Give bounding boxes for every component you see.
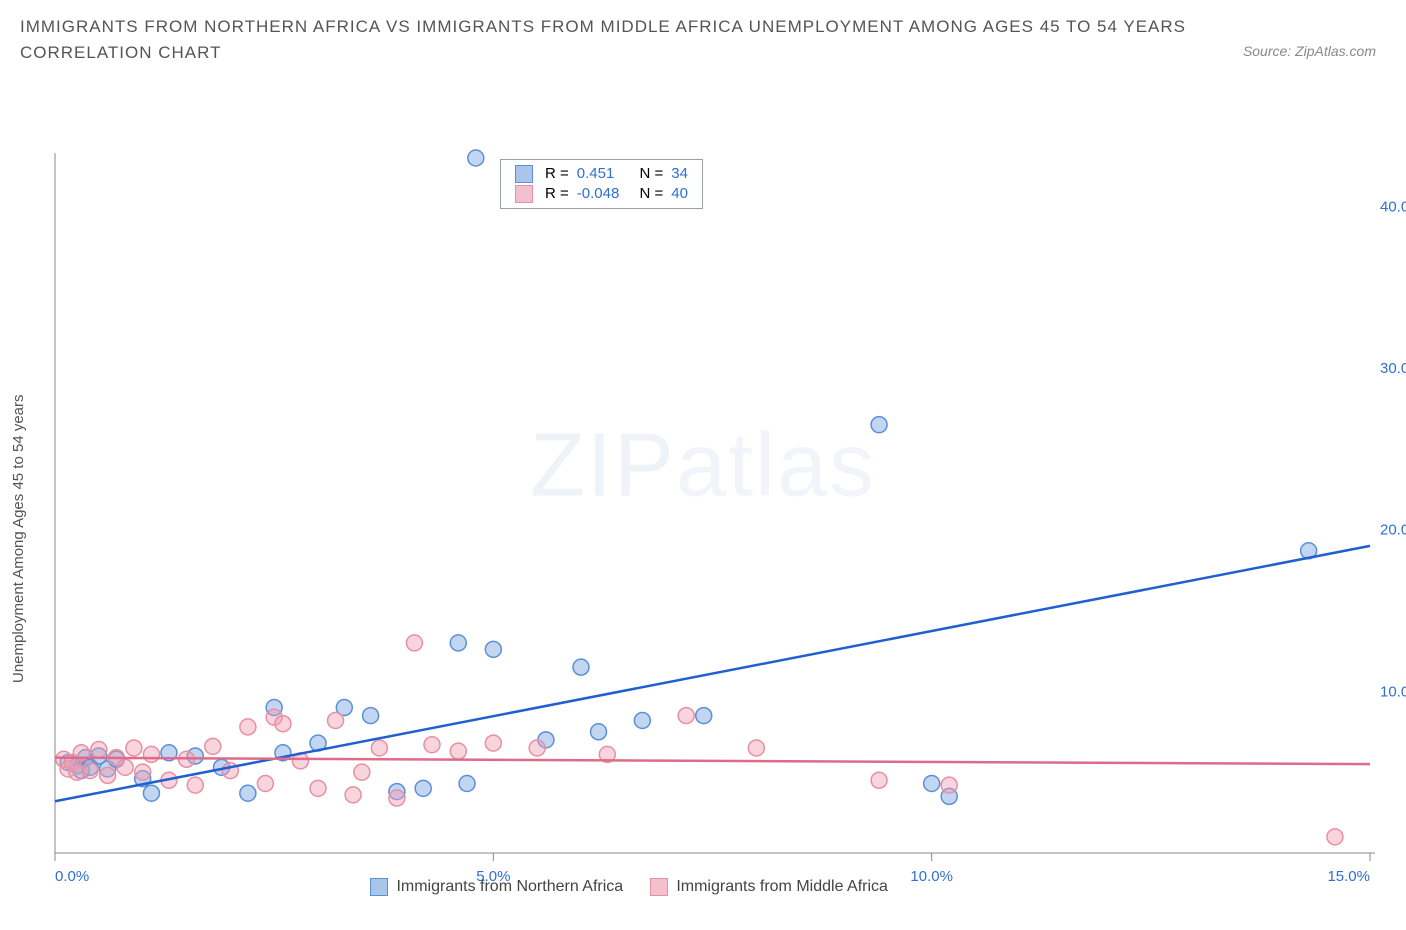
- svg-text:10.0%: 10.0%: [910, 868, 953, 885]
- svg-text:10.0%: 10.0%: [1380, 683, 1406, 700]
- y-axis-title: Unemployment Among Ages 45 to 54 years: [10, 394, 27, 683]
- svg-text:15.0%: 15.0%: [1327, 868, 1370, 885]
- swatch-middle: [515, 185, 533, 203]
- correlation-legend-box: R = 0.451 N = 34 R = -0.048 N = 40: [500, 159, 703, 209]
- svg-text:30.0%: 30.0%: [1380, 360, 1406, 377]
- swatch-northern: [515, 165, 533, 183]
- scatter-plot-svg: 0.0%5.0%10.0%15.0%10.0%20.0%30.0%40.0%: [0, 63, 1406, 903]
- svg-text:0.0%: 0.0%: [55, 868, 89, 885]
- legend-row-middle: R = -0.048 N = 40: [511, 184, 692, 204]
- series-label-northern: Immigrants from Northern Africa: [396, 878, 623, 895]
- r-value-northern: 0.451: [573, 164, 624, 184]
- r-value-middle: -0.048: [573, 184, 624, 204]
- series-legend: Immigrants from Northern Africa Immigran…: [370, 878, 888, 896]
- source-label: Source: ZipAtlas.com: [1243, 43, 1376, 59]
- r-label-1: R =: [541, 164, 573, 184]
- svg-text:20.0%: 20.0%: [1380, 521, 1406, 538]
- swatch-middle-bottom: [650, 878, 668, 896]
- swatch-northern-bottom: [370, 878, 388, 896]
- chart-title-line2: CORRELATION CHART: [20, 43, 222, 63]
- chart-title-line1: IMMIGRANTS FROM NORTHERN AFRICA VS IMMIG…: [20, 12, 1386, 43]
- legend-row-northern: R = 0.451 N = 34: [511, 164, 692, 184]
- chart-header: IMMIGRANTS FROM NORTHERN AFRICA VS IMMIG…: [0, 0, 1406, 63]
- n-label-1: N =: [635, 164, 667, 184]
- n-value-northern: 34: [667, 164, 692, 184]
- chart-area: Unemployment Among Ages 45 to 54 years Z…: [0, 63, 1406, 903]
- svg-text:40.0%: 40.0%: [1380, 198, 1406, 215]
- n-label-2: N =: [635, 184, 667, 204]
- series-label-middle: Immigrants from Middle Africa: [676, 878, 888, 895]
- n-value-middle: 40: [667, 184, 692, 204]
- r-label-2: R =: [541, 184, 573, 204]
